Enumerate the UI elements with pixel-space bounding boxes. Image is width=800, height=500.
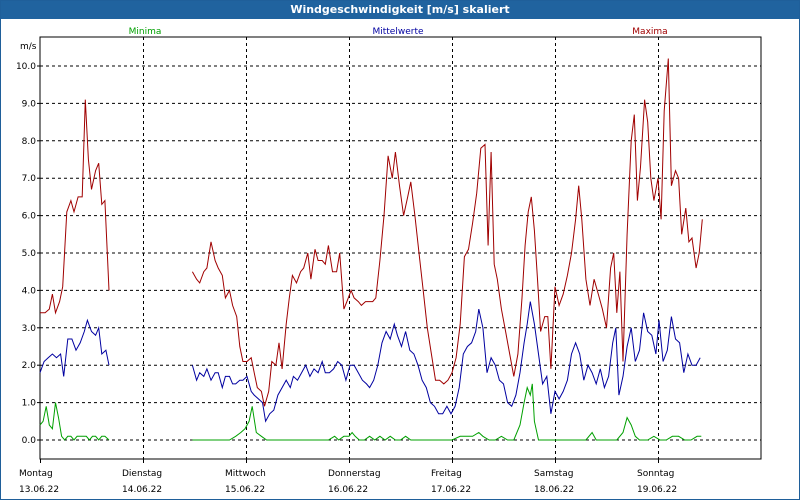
plot-area: [39, 36, 762, 460]
x-tick-date-label: 14.06.22: [122, 485, 162, 495]
x-tick-date-label: 16.06.22: [328, 485, 368, 495]
legend-min: Minima: [129, 27, 162, 37]
y-tick-label: 10.0: [16, 62, 36, 72]
x-tick-day-label: Mittwoch: [225, 469, 266, 479]
x-tick-day-label: Montag: [19, 469, 53, 479]
x-tick-date-label: 13.06.22: [19, 485, 59, 495]
y-axis-label: m/s: [20, 42, 37, 52]
series-line-max: [40, 99, 110, 315]
series-line-max: [191, 58, 703, 407]
y-tick-label: 9.0: [22, 99, 37, 109]
y-tick-label: 7.0: [22, 174, 37, 184]
series-line-mean: [191, 301, 701, 423]
x-tick-date-label: 19.06.22: [637, 485, 677, 495]
x-tick-date-label: 17.06.22: [431, 485, 471, 495]
series-line-min: [192, 383, 702, 441]
y-tick-label: 4.0: [22, 286, 37, 296]
x-tick-day-label: Sonntag: [637, 469, 674, 479]
x-tick-day-label: Dienstag: [122, 469, 162, 479]
series-line-mean: [39, 318, 110, 377]
legend-max: Maxima: [632, 27, 667, 37]
x-tick-date-label: 15.06.22: [225, 485, 265, 495]
x-tick-day-label: Donnerstag: [328, 469, 381, 479]
x-tick-day-label: Samstag: [534, 469, 573, 479]
x-tick-date-label: 18.06.22: [534, 485, 574, 495]
window-title: Windgeschwindigkeit [m/s] skaliert: [1, 1, 799, 19]
y-tick-label: 8.0: [22, 137, 37, 147]
y-tick-label: 3.0: [22, 324, 37, 334]
y-tick-label: 0.0: [22, 436, 37, 446]
y-tick-label: 2.0: [22, 361, 37, 371]
series-line-min: [39, 402, 110, 441]
y-tick-label: 5.0: [22, 249, 37, 259]
y-tick-label: 6.0: [22, 212, 37, 222]
x-tick-day-label: Freitag: [431, 469, 462, 479]
y-tick-label: 1.0: [22, 399, 37, 409]
legend-mean: Mittelwerte: [372, 27, 423, 37]
